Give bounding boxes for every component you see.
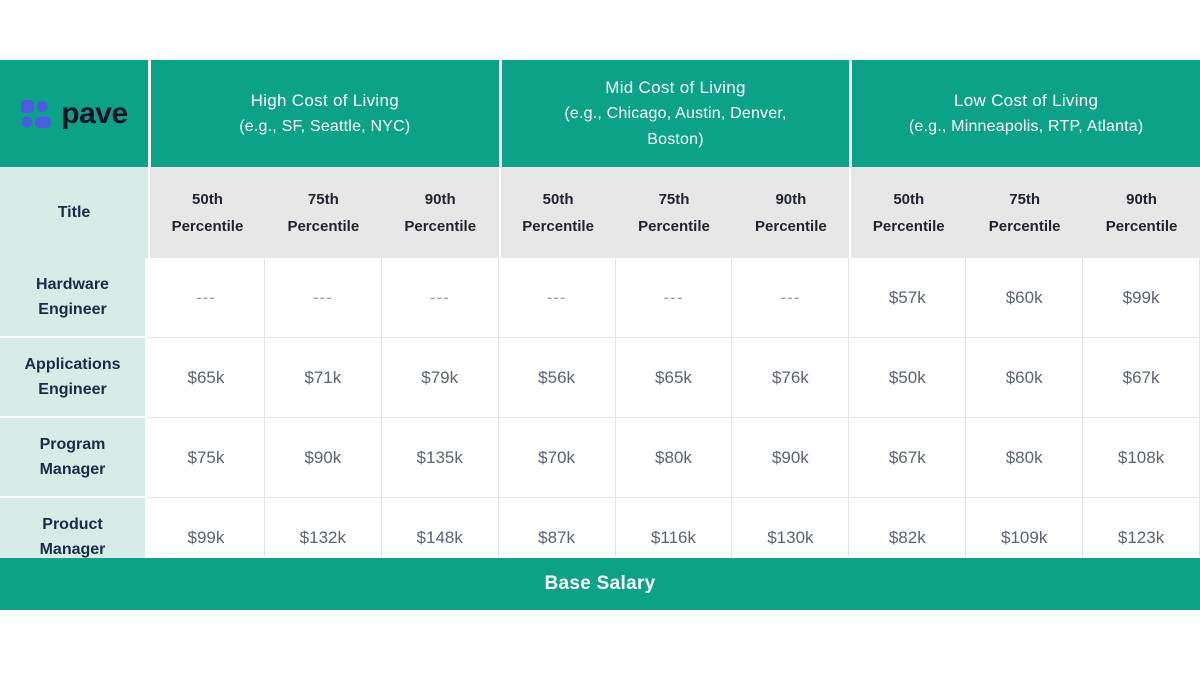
salary-cell: --- xyxy=(615,258,733,338)
salary-table: pave High Cost of Living (e.g., SF, Seat… xyxy=(0,60,1200,610)
percentile-header-row: Title 50th Percentile 75th Percentile 90th Pe… xyxy=(0,167,1200,258)
salary-cell: $60k xyxy=(966,258,1084,338)
footer-bar: Base Salary xyxy=(0,558,1200,610)
salary-cell: $135k xyxy=(381,418,499,498)
row-title: Hardware Engineer xyxy=(0,258,148,338)
salary-cell: $76k xyxy=(732,338,850,418)
footer-label: Base Salary xyxy=(544,573,656,594)
salary-cell: $70k xyxy=(498,418,616,498)
group-title: High Cost of Living xyxy=(250,91,400,110)
salary-cell: $80k xyxy=(966,418,1084,498)
salary-cell: $82k xyxy=(849,498,967,558)
salary-cell: $67k xyxy=(1083,338,1200,418)
salary-cell: --- xyxy=(732,258,850,338)
row-title: Product Manager xyxy=(0,498,148,558)
group-header-low-cost: Low Cost of Living (e.g., Minneapolis, R… xyxy=(849,60,1200,167)
salary-cell: $80k xyxy=(615,418,733,498)
salary-cell: $65k xyxy=(615,338,733,418)
salary-cell: $75k xyxy=(148,418,265,498)
group-header-mid-cost: Mid Cost of Living (e.g., Chicago, Austi… xyxy=(498,60,850,167)
percentile-header-mid-90th: 90th Percentile xyxy=(732,167,850,258)
percentile-header-mid-75th: 75th Percentile xyxy=(615,167,733,258)
salary-cell: $108k xyxy=(1083,418,1200,498)
group-subtitle: (e.g., Minneapolis, RTP, Atlanta) xyxy=(908,118,1144,135)
salary-cell: $67k xyxy=(849,418,967,498)
salary-cell: $87k xyxy=(498,498,616,558)
percentile-header-high-90th: 90th Percentile xyxy=(381,167,499,258)
salary-cell: $109k xyxy=(966,498,1084,558)
salary-cell: $99k xyxy=(1083,258,1200,338)
table-body: Hardware Engineer --- --- --- --- --- --- $57k $… xyxy=(0,258,1200,558)
group-title: Mid Cost of Living xyxy=(605,78,746,97)
group-title: Low Cost of Living xyxy=(954,91,1099,110)
percentile-header-high-75th: 75th Percentile xyxy=(264,167,382,258)
salary-cell: $116k xyxy=(615,498,733,558)
table-row-product-manager: Product Manager $99k $132k $148k $87k $116k $1… xyxy=(0,498,1200,558)
salary-cell: $60k xyxy=(966,338,1084,418)
table-row-program-manager: Program Manager $75k $90k $135k $70k $80k $90k… xyxy=(0,418,1200,498)
salary-cell: $123k xyxy=(1083,498,1200,558)
row-title: Applications Engineer xyxy=(0,338,148,418)
percentile-header-low-50th: 50th Percentile xyxy=(849,167,967,258)
title-column-header: Title xyxy=(0,167,148,258)
table-header-row: pave High Cost of Living (e.g., SF, Seat… xyxy=(0,60,1200,167)
salary-cell: $57k xyxy=(849,258,967,338)
salary-cell: $79k xyxy=(381,338,499,418)
group-subtitle: (e.g., SF, Seattle, NYC) xyxy=(239,118,411,135)
salary-cell: $90k xyxy=(732,418,850,498)
brand-name: pave xyxy=(61,96,128,130)
percentile-header-low-90th: 90th Percentile xyxy=(1083,167,1200,258)
salary-cell: --- xyxy=(381,258,499,338)
pave-logo-icon xyxy=(21,99,52,128)
row-title: Program Manager xyxy=(0,418,148,498)
salary-cell: --- xyxy=(264,258,382,338)
salary-cell: --- xyxy=(148,258,265,338)
salary-cell: $99k xyxy=(148,498,265,558)
salary-cell: $65k xyxy=(148,338,265,418)
group-header-high-cost: High Cost of Living (e.g., SF, Seattle, … xyxy=(148,60,499,167)
percentile-header-mid-50th: 50th Percentile xyxy=(498,167,616,258)
table-row-hardware-engineer: Hardware Engineer --- --- --- --- --- --- $57k $… xyxy=(0,258,1200,338)
salary-cell: $132k xyxy=(264,498,382,558)
group-subtitle: (e.g., Chicago, Austin, Denver, Boston) xyxy=(564,105,787,148)
table-row-applications-engineer: Applications Engineer $65k $71k $79k $56k $65… xyxy=(0,338,1200,418)
salary-cell: $71k xyxy=(264,338,382,418)
salary-cell: $90k xyxy=(264,418,382,498)
brand-cell: pave xyxy=(0,60,148,167)
salary-cell: --- xyxy=(498,258,616,338)
salary-cell: $148k xyxy=(381,498,499,558)
percentile-header-low-75th: 75th Percentile xyxy=(966,167,1084,258)
salary-cell: $50k xyxy=(849,338,967,418)
salary-cell: $56k xyxy=(498,338,616,418)
salary-cell: $130k xyxy=(732,498,850,558)
percentile-header-high-50th: 50th Percentile xyxy=(148,167,265,258)
